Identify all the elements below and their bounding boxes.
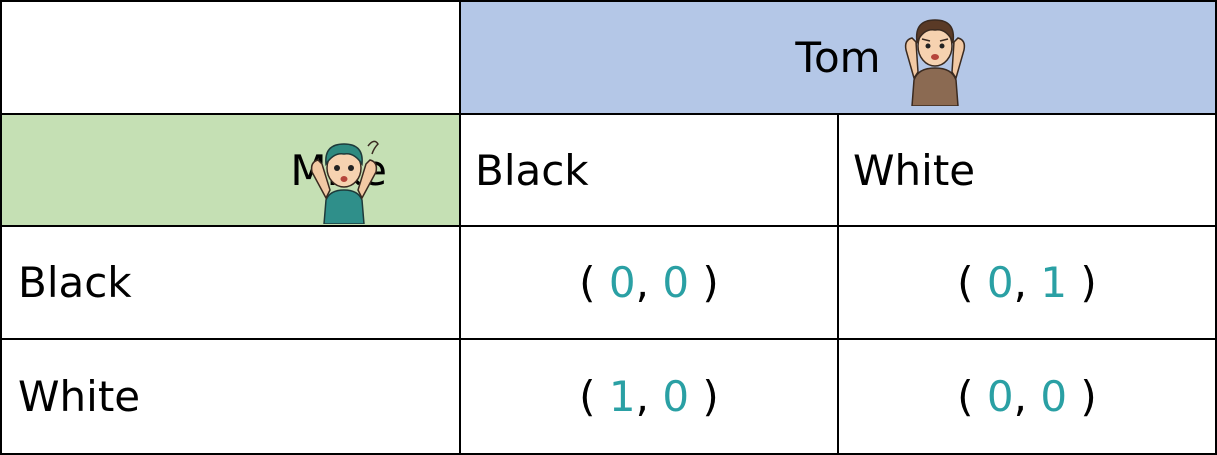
column-player-header: Tom (459, 0, 1217, 115)
payoff-tom: 0 (662, 372, 690, 421)
payoff-close-paren: ) (689, 258, 719, 307)
payoff-mike: 0 (986, 258, 1014, 307)
column-player-name: Tom (795, 33, 881, 82)
payoff-mike: 0 (608, 258, 636, 307)
payoff-separator: , (1013, 372, 1041, 421)
payoff-close-paren: ) (1067, 258, 1097, 307)
payoff-cell-black-black: ( 0, 0 ) (459, 225, 839, 340)
payoff-open-paren: ( (579, 372, 609, 421)
payoff-close-paren: ) (689, 372, 719, 421)
confused-boy-brown-shirt-icon (904, 19, 966, 106)
payoff-cell-white-white: ( 0, 0 ) (837, 338, 1217, 455)
row-header-label: White (18, 372, 141, 421)
payoff-tom: 1 (1040, 258, 1068, 307)
column-header-label: White (853, 145, 976, 195)
row-header-black: Black (0, 225, 461, 340)
payoff-cell-white-black: ( 1, 0 ) (459, 338, 839, 455)
column-header-label: Black (475, 145, 589, 195)
row-header-white: White (0, 338, 461, 455)
row-player-header: Mike (0, 113, 461, 227)
payoff-separator: , (1013, 258, 1041, 307)
payoff-mike: 1 (608, 372, 636, 421)
empty-corner-cell (0, 0, 461, 115)
payoff-open-paren: ( (957, 372, 987, 421)
payoff-tom: 0 (1040, 372, 1068, 421)
column-header-black: Black (459, 113, 839, 227)
column-header-white: White (837, 113, 1217, 227)
payoff-cell-black-white: ( 0, 1 ) (837, 225, 1217, 340)
confused-boy-teal-shirt-icon (310, 140, 379, 224)
payoff-separator: , (635, 372, 663, 421)
payoff-open-paren: ( (957, 258, 987, 307)
payoff-open-paren: ( (579, 258, 609, 307)
payoff-separator: , (635, 258, 663, 307)
payoff-close-paren: ) (1067, 372, 1097, 421)
row-header-label: Black (18, 258, 132, 307)
payoff-tom: 0 (662, 258, 690, 307)
payoff-mike: 0 (986, 372, 1014, 421)
